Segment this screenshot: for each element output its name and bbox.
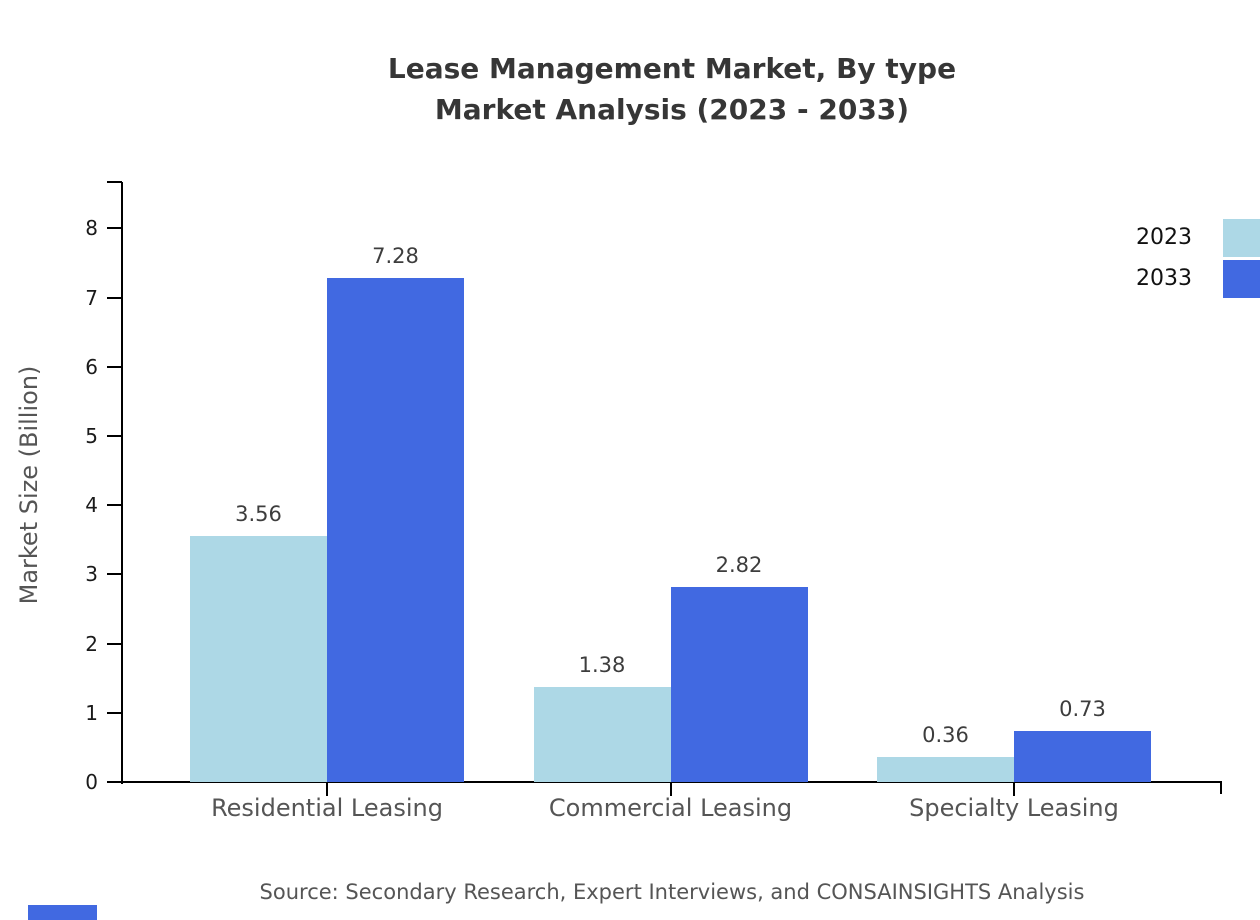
x-tick (326, 783, 328, 796)
x-category-label: Commercial Leasing (548, 794, 793, 822)
bar-2033-0 (327, 278, 464, 782)
y-tick (107, 435, 122, 437)
y-tick (107, 781, 122, 783)
value-label: 3.56 (235, 501, 282, 526)
y-tick-label: 7 (85, 285, 98, 310)
y-tick (107, 573, 122, 576)
bar-2023-0 (190, 535, 327, 782)
chart-title-line2: Market Analysis (2023 - 2033) (434, 93, 910, 126)
y-axis-end-tick (107, 181, 122, 183)
y-tick (107, 296, 122, 299)
y-tick-label: 4 (85, 493, 98, 518)
y-tick-label: 1 (85, 700, 98, 725)
y-tick-label: 8 (85, 216, 98, 241)
bar-2023-2 (877, 757, 1014, 782)
brand-mark (28, 905, 97, 920)
y-tick-label: 0 (85, 770, 98, 794)
legend-swatch-2023 (1223, 219, 1260, 257)
x-axis-line (107, 781, 1222, 783)
bar-2033-1 (670, 586, 808, 782)
bar-2033-2 (1014, 731, 1151, 782)
y-tick (107, 642, 122, 645)
x-tick (1013, 783, 1015, 796)
legend-label-2023: 2023 (1136, 225, 1192, 250)
y-tick (107, 227, 122, 230)
x-tick (669, 783, 672, 796)
value-label: 0.36 (922, 723, 969, 748)
legend-label-2033: 2033 (1136, 266, 1192, 291)
value-label: 2.82 (715, 552, 763, 577)
chart-title: Lease Management Market, By type Market … (122, 48, 1222, 130)
y-tick-label: 3 (85, 562, 98, 587)
x-axis-end-tick (1220, 781, 1222, 794)
y-tick (107, 504, 122, 507)
value-label: 1.38 (578, 652, 626, 677)
source-note: Source: Secondary Research, Expert Inter… (259, 880, 1085, 904)
bar-2023-1 (533, 686, 671, 782)
y-tick (107, 711, 122, 714)
value-label: 0.73 (1059, 697, 1106, 722)
x-category-label: Specialty Leasing (909, 794, 1119, 822)
y-tick (107, 365, 122, 368)
chart-title-line1: Lease Management Market, By type (387, 52, 957, 85)
y-tick-label: 6 (85, 354, 98, 379)
value-label: 7.28 (372, 244, 419, 269)
y-tick-label: 2 (85, 631, 98, 656)
x-category-label: Residential Leasing (211, 794, 443, 822)
legend-swatch-2033 (1223, 260, 1260, 298)
y-tick-label: 5 (85, 424, 98, 448)
y-axis-line (121, 182, 123, 784)
